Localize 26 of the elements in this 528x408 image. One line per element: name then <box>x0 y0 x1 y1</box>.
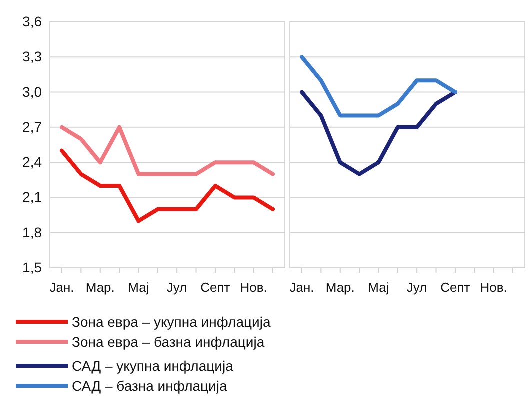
x-tick-label: Јан. <box>50 280 74 296</box>
legend-label: САД – базна инфлација <box>72 378 228 394</box>
x-tick-label: Нов. <box>240 280 268 296</box>
y-tick-label: 3,0 <box>22 84 42 100</box>
x-tick-label: Јан. <box>290 280 314 296</box>
x-tick-label: Мар. <box>86 280 115 296</box>
line-series <box>60 125 275 176</box>
y-tick-label: 2,7 <box>22 118 42 135</box>
legend-label: САД – укупна инфлација <box>72 358 234 374</box>
x-tick-label: Јул <box>166 280 188 296</box>
y-tick-label: 1,5 <box>22 259 42 276</box>
legend-label: Зона евра – базна инфлација <box>72 334 265 350</box>
y-tick-label: 2,1 <box>22 189 42 206</box>
y-tick-label: 1,8 <box>22 224 42 240</box>
y-tick-label: 3,3 <box>22 48 42 65</box>
x-tick-label: Септ <box>200 280 230 296</box>
x-tick-label: Мај <box>128 280 150 296</box>
y-tick-label: 2,4 <box>22 154 42 170</box>
x-tick-label: Јул <box>406 280 428 296</box>
x-tick-label: Мар. <box>326 280 355 296</box>
line-series <box>60 148 275 224</box>
x-tick-label: Септ <box>440 280 470 296</box>
legend-label: Зона евра – укупна инфлација <box>72 314 271 330</box>
y-tick-label: 3,6 <box>22 13 42 30</box>
x-tick-label: Мај <box>368 280 390 296</box>
x-tick-label: Нов. <box>480 280 508 296</box>
